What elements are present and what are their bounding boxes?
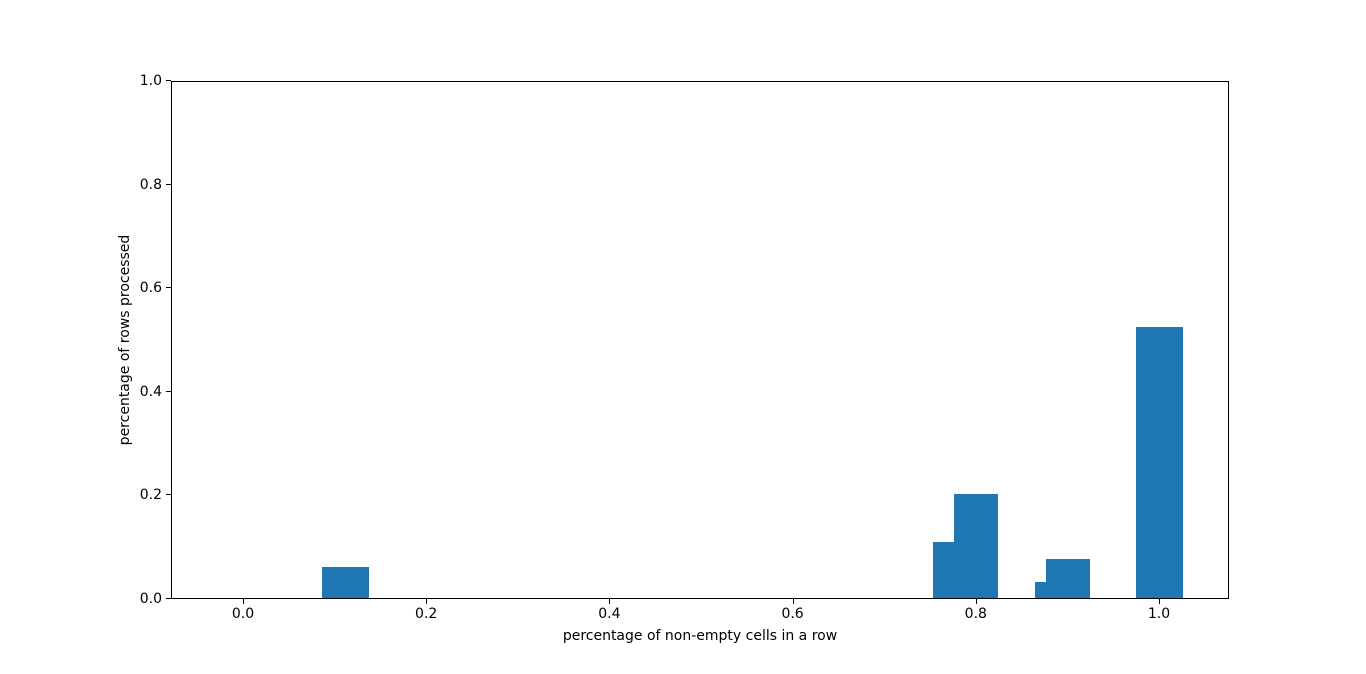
histogram-bar xyxy=(954,494,998,598)
histogram-bar xyxy=(1136,327,1183,598)
x-tick-mark xyxy=(1159,599,1160,604)
y-tick-label: 0.8 xyxy=(139,176,162,193)
y-axis-label: percentage of rows processed xyxy=(117,234,133,446)
y-tick-label: 0.6 xyxy=(139,280,162,297)
x-tick-label: 0.0 xyxy=(231,606,255,622)
y-tick-label: 0.2 xyxy=(139,487,162,504)
x-tick-label: 1.0 xyxy=(1147,606,1171,622)
histogram-bar xyxy=(933,542,954,598)
x-tick-mark xyxy=(609,599,611,604)
histogram-bar xyxy=(1046,559,1091,598)
y-tick-mark xyxy=(166,390,171,392)
x-tick-label: 0.2 xyxy=(415,606,438,622)
x-tick-mark xyxy=(975,599,977,604)
x-tick-mark xyxy=(426,599,428,604)
y-tick-mark xyxy=(166,183,171,185)
x-tick-mark xyxy=(243,599,244,604)
histogram-bar xyxy=(321,566,370,598)
y-tick-mark xyxy=(166,494,171,496)
y-tick-label: 0.0 xyxy=(139,591,162,607)
x-tick-label: 0.8 xyxy=(964,606,987,622)
y-tick-label: 0.4 xyxy=(139,383,162,400)
y-tick-mark xyxy=(166,80,171,81)
y-tick-label: 1.0 xyxy=(139,73,162,89)
y-tick-mark xyxy=(166,287,171,289)
y-tick-mark xyxy=(166,598,171,599)
x-tick-label: 0.4 xyxy=(598,606,621,622)
x-axis-label: percentage of non-empty cells in a row xyxy=(562,628,838,644)
histogram-bar xyxy=(1035,581,1046,598)
plot-area xyxy=(171,81,1229,599)
x-tick-mark xyxy=(792,599,794,604)
x-tick-label: 0.6 xyxy=(781,606,804,622)
